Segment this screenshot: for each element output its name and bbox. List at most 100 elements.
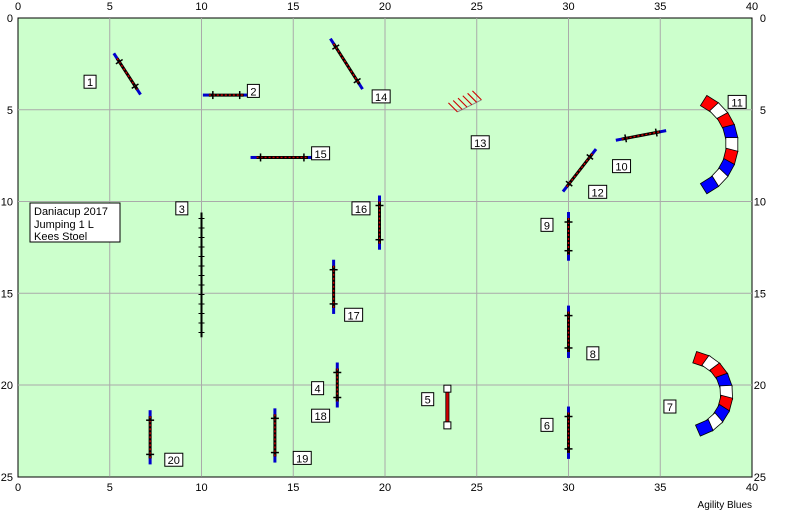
jump-hurdle bbox=[329, 259, 338, 314]
obstacle-number-label: 16 bbox=[351, 201, 371, 216]
y-tick-label: 25 bbox=[754, 472, 766, 484]
x-tick-label: 40 bbox=[746, 1, 758, 13]
obstacle-number-label: 15 bbox=[311, 146, 331, 161]
obstacle-number-label: 7 bbox=[663, 399, 677, 414]
obstacle-number-label: 3 bbox=[175, 201, 189, 216]
x-tick-label: 10 bbox=[195, 1, 207, 13]
obstacle-number: 17 bbox=[348, 310, 360, 322]
y-tick-label: 25 bbox=[1, 472, 13, 484]
wall-obstacle bbox=[198, 212, 205, 338]
label-box bbox=[292, 450, 312, 465]
jump-hurdle bbox=[564, 305, 573, 358]
grid-lines bbox=[18, 18, 752, 477]
jump-upright bbox=[586, 153, 594, 160]
obstacle-number-label: 9 bbox=[540, 217, 554, 232]
y-tick-label: 15 bbox=[754, 288, 766, 300]
label-box bbox=[311, 146, 331, 161]
obstacle-number: 19 bbox=[296, 453, 308, 465]
tunnel-obstacle bbox=[699, 94, 739, 195]
jump-hurdle bbox=[250, 153, 314, 162]
course-info-box: Daniacup 2017 Jumping 1 L Kees Stoel bbox=[29, 202, 121, 243]
jump-hurdle bbox=[564, 212, 573, 261]
jump-upright bbox=[131, 83, 139, 90]
x-tick-label: 5 bbox=[107, 482, 113, 494]
weave-base bbox=[457, 99, 482, 113]
tire-obstacle bbox=[443, 384, 452, 430]
jump-hurdle bbox=[615, 128, 667, 143]
label-box bbox=[540, 217, 554, 232]
x-tick-label: 15 bbox=[287, 482, 299, 494]
label-box bbox=[311, 381, 325, 396]
tire-post bbox=[443, 421, 452, 430]
course-info-judge: Kees Stoel bbox=[34, 231, 87, 243]
weave-pole bbox=[472, 90, 482, 101]
obstacle-number: 12 bbox=[592, 187, 604, 199]
footer-credit: Agility Blues bbox=[697, 500, 752, 511]
obstacle-number: 9 bbox=[544, 220, 550, 232]
jump-hurdle bbox=[270, 408, 279, 463]
label-box bbox=[588, 184, 608, 199]
obstacle-number: 3 bbox=[179, 204, 185, 216]
jump-upright bbox=[654, 128, 658, 137]
obstacle-number-label: 14 bbox=[371, 89, 391, 104]
obstacle-number: 2 bbox=[250, 86, 256, 98]
obstacle-number-label: 4 bbox=[311, 381, 325, 396]
weave-pole bbox=[452, 100, 463, 110]
obstacle-number: 18 bbox=[314, 411, 326, 423]
jump-hurdle bbox=[375, 195, 384, 250]
label-box bbox=[175, 201, 189, 216]
x-tick-label: 30 bbox=[562, 482, 574, 494]
label-box bbox=[344, 307, 364, 322]
obstacle-number: 11 bbox=[731, 97, 742, 109]
obstacle-number-label: 2 bbox=[246, 83, 260, 98]
jump-hurdle bbox=[564, 406, 573, 459]
jump-pole-stripes bbox=[566, 153, 593, 188]
label-box bbox=[164, 452, 184, 467]
jump-pole bbox=[115, 57, 139, 91]
obstacle-number: 15 bbox=[314, 149, 326, 161]
label-box bbox=[311, 408, 331, 423]
obstacle-number-label: 17 bbox=[344, 307, 364, 322]
label-box bbox=[470, 135, 490, 150]
x-tick-label: 0 bbox=[15, 482, 21, 494]
label-box bbox=[540, 417, 554, 432]
y-tick-label: 10 bbox=[1, 197, 13, 209]
obstacle-number: 13 bbox=[474, 138, 486, 150]
jump-hurdle bbox=[561, 148, 598, 193]
obstacle-number-label: 1 bbox=[83, 74, 97, 89]
y-tick-label: 0 bbox=[7, 13, 13, 25]
tunnel-segment bbox=[694, 418, 714, 437]
label-box bbox=[727, 94, 747, 109]
jump-upright bbox=[115, 58, 124, 65]
jump-hurdle bbox=[146, 410, 155, 465]
obstacle-number: 6 bbox=[544, 420, 550, 432]
obstacle-number-label: 11 bbox=[727, 94, 747, 109]
obstacle-number: 5 bbox=[425, 395, 431, 407]
obstacle-number: 7 bbox=[667, 402, 673, 414]
obstacle-number-label: 19 bbox=[292, 450, 312, 465]
jump-upright bbox=[624, 134, 628, 143]
jump-hurdle bbox=[112, 52, 142, 96]
x-tick-label: 20 bbox=[379, 482, 391, 494]
obstacle-number-label: 8 bbox=[586, 346, 600, 361]
y-tick-label: 10 bbox=[754, 197, 766, 209]
obstacle-number: 1 bbox=[87, 77, 93, 89]
y-tick-label: 0 bbox=[760, 13, 766, 25]
y-tick-label: 15 bbox=[1, 288, 13, 300]
obstacle-number-label: 5 bbox=[421, 392, 435, 407]
obstacle-number: 10 bbox=[615, 162, 627, 174]
x-tick-label: 10 bbox=[195, 482, 207, 494]
x-tick-label: 25 bbox=[471, 1, 483, 13]
label-box bbox=[246, 83, 260, 98]
obstacle-number-label: 6 bbox=[540, 417, 554, 432]
x-tick-label: 35 bbox=[654, 1, 666, 13]
obstacle-number-label: 12 bbox=[588, 184, 608, 199]
obstacle-number: 16 bbox=[355, 204, 367, 216]
label-box bbox=[612, 159, 632, 174]
jump-upright bbox=[565, 180, 573, 187]
obstacle-number: 20 bbox=[168, 455, 180, 467]
tunnel-segment bbox=[699, 175, 720, 195]
